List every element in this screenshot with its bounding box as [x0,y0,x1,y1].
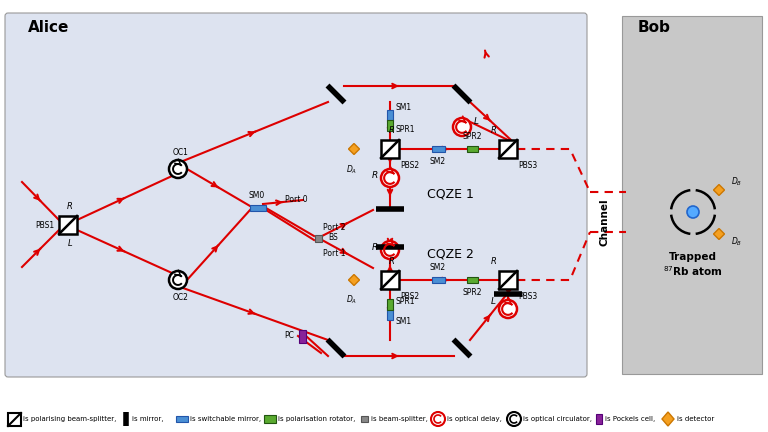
Bar [387,109,393,121]
Text: OC1: OC1 [173,148,189,157]
Text: $D_B$: $D_B$ [731,236,742,248]
Bar [622,16,762,374]
Bar [387,299,393,309]
Text: PBS3: PBS3 [518,292,538,301]
Text: R: R [372,242,378,251]
Text: SPR2: SPR2 [462,288,482,297]
Circle shape [381,169,399,187]
Text: SM2: SM2 [430,263,446,272]
Text: L: L [491,296,496,305]
Text: is mirror,: is mirror, [132,416,164,422]
Text: is polarisation rotator,: is polarisation rotator, [278,416,356,422]
Text: Port 2: Port 2 [323,223,346,232]
Text: Alice: Alice [28,20,69,35]
Polygon shape [713,184,724,196]
Circle shape [499,300,517,318]
Text: $D_A$: $D_A$ [346,294,358,306]
Text: Trapped
$^{87}$Rb atom: Trapped $^{87}$Rb atom [663,252,723,278]
Polygon shape [713,229,724,239]
Text: SM0: SM0 [249,191,265,200]
Bar [315,235,322,241]
Bar [387,120,393,130]
Text: R: R [491,257,497,266]
Text: is optical delay,: is optical delay, [447,416,502,422]
Text: is Pockels cell,: is Pockels cell, [605,416,655,422]
Bar [596,414,602,424]
Text: Port 1: Port 1 [323,249,346,258]
Text: R: R [389,257,395,266]
Bar [499,271,517,289]
Text: SM1: SM1 [395,104,411,112]
Text: $D_B$: $D_B$ [731,176,742,188]
Text: R: R [372,171,378,180]
Text: SPR2: SPR2 [462,132,482,141]
Bar [387,308,393,320]
Polygon shape [662,412,674,426]
Text: R: R [491,126,497,135]
Bar [299,330,306,343]
Bar [499,140,517,158]
Text: R: R [67,202,73,211]
Circle shape [453,118,471,136]
Text: SM1: SM1 [395,317,411,325]
Circle shape [169,271,187,289]
Text: CQZE 1: CQZE 1 [426,187,473,200]
Text: L: L [68,239,72,248]
Text: OC2: OC2 [173,293,189,302]
Text: Channel: Channel [599,198,609,246]
Text: PBS2: PBS2 [400,292,419,301]
Text: BS: BS [328,234,338,242]
Text: is polarising beam-splitter,: is polarising beam-splitter, [23,416,117,422]
Text: PBS2: PBS2 [400,161,419,170]
Circle shape [507,412,521,426]
Polygon shape [349,274,359,286]
Bar [466,146,478,152]
Text: CQZE 2: CQZE 2 [426,248,473,260]
Text: is detector: is detector [677,416,714,422]
Text: L: L [474,118,479,127]
Text: Port 0: Port 0 [286,196,308,204]
Text: PBS1: PBS1 [35,220,54,229]
Bar [361,416,368,422]
Bar [381,140,399,158]
FancyBboxPatch shape [5,13,587,377]
Text: is optical circulator,: is optical circulator, [523,416,592,422]
Text: SPR1: SPR1 [395,296,415,305]
Text: PBS3: PBS3 [518,161,538,170]
Text: SM2: SM2 [430,157,446,166]
Bar [250,205,266,211]
Bar [381,271,399,289]
Text: R: R [389,126,395,135]
Bar [8,413,21,426]
Bar [176,416,188,422]
Text: Bob: Bob [638,20,671,35]
Text: is switchable mirror,: is switchable mirror, [190,416,261,422]
Text: SPR1: SPR1 [395,126,415,134]
Bar [466,277,478,283]
Bar [432,146,445,152]
Bar [59,216,77,234]
Text: $D_A$: $D_A$ [346,163,358,175]
Bar [264,415,276,423]
Circle shape [169,160,187,178]
Bar [432,277,445,283]
Circle shape [687,206,699,218]
Text: is beam-splitter,: is beam-splitter, [371,416,428,422]
Text: PC: PC [284,331,294,340]
Polygon shape [349,143,359,155]
Circle shape [431,412,445,426]
Circle shape [381,241,399,259]
